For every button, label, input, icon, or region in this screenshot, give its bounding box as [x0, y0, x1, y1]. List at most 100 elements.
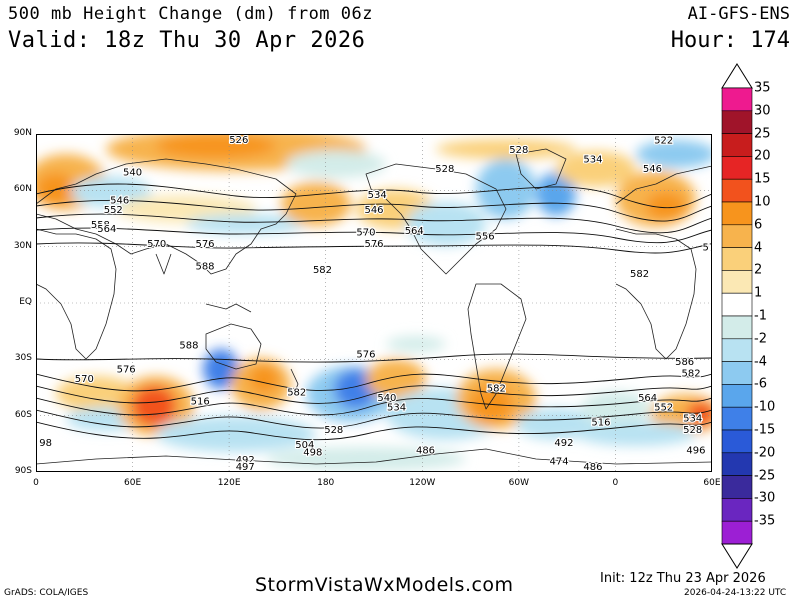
contour-label: 528 [683, 425, 702, 436]
lat-label: 90N [13, 128, 32, 138]
lat-label: 30N [13, 240, 32, 251]
contour-label: 528 [324, 425, 343, 436]
lon-label: 60E [123, 478, 142, 488]
colorbar-level-label: -20 [754, 445, 776, 461]
colorbar-level-label: 35 [754, 80, 771, 96]
contour-label: 582 [682, 368, 701, 379]
colorbar-level-label: -30 [754, 490, 776, 506]
contour-label: 486 [583, 462, 602, 472]
colorbar-swatch [721, 270, 753, 294]
grads-credit: GrADS: COLA/IGES [4, 588, 89, 598]
colorbar-swatch [721, 384, 753, 408]
colorbar-level-label: -1 [754, 308, 767, 324]
forecast-hour: Hour: 174 [670, 28, 790, 53]
colorbar-swatch [721, 338, 753, 362]
timestamp: 2026-04-24-13:22 UTC [684, 588, 787, 598]
contour-label: 582 [487, 384, 506, 395]
height-contours [36, 183, 712, 441]
lat-label: 60S [14, 409, 32, 420]
coastlines [36, 148, 712, 465]
contour-label: 516 [591, 417, 610, 428]
lon-label: 0 [612, 478, 619, 488]
map-frame [36, 134, 712, 472]
contour-label: 98 [39, 438, 52, 449]
colorbar-swatch [721, 361, 753, 385]
contour-label: 534 [683, 414, 702, 425]
colorbar-swatch [721, 201, 753, 226]
colorbar-swatch [721, 452, 753, 476]
map-title: 500 mb Height Change (dm) from 06z [8, 4, 373, 24]
contour-label: 564 [405, 226, 424, 237]
contour-label: 588 [179, 340, 198, 351]
contour-label: 552 [654, 402, 673, 413]
lon-label: 0 [33, 478, 39, 488]
contour-label: 540 [123, 168, 142, 179]
colorbar-level-label: -15 [754, 422, 776, 438]
contour-label: 534 [368, 190, 387, 201]
colorbar-bottom-arrow [721, 543, 753, 569]
contour-label: 576 [117, 365, 136, 376]
contour-label: 546 [110, 196, 129, 207]
contour-label: 586 [675, 357, 694, 368]
colorbar-level-label: 20 [754, 148, 771, 164]
model-name: AI-GFS-ENS [687, 4, 790, 24]
colorbar-level-label: -6 [754, 376, 767, 392]
colorbar-swatch [721, 247, 753, 271]
colorbar-swatch [721, 406, 753, 431]
lat-label: 60N [13, 184, 32, 195]
colorbar-level-label: 15 [754, 171, 771, 187]
contour-label: 570 [356, 228, 375, 239]
contour-label: 588 [195, 261, 214, 272]
contour-label: 582 [630, 269, 649, 280]
colorbar-swatch [721, 224, 753, 248]
contour-label: 558 [91, 220, 110, 231]
colorbar-swatch [721, 475, 753, 499]
contour-label: 534 [387, 402, 406, 413]
colorbar-level-label: 30 [754, 103, 771, 119]
contour-label: 540 [377, 393, 396, 404]
colorbar-level-label: -4 [754, 354, 767, 370]
contour-label: 474 [550, 457, 569, 468]
colorbar-top-arrow [721, 63, 753, 89]
colorbar-level-label: 1 [754, 285, 763, 301]
lon-label: 180 [317, 478, 335, 488]
colorbar-level-label: 25 [754, 126, 771, 142]
colorbar-swatch [721, 178, 753, 203]
colorbar-level-label: -25 [754, 468, 776, 484]
contour-label: 492 [236, 455, 255, 466]
contour-label: 556 [476, 231, 495, 242]
colorbar-swatch [721, 520, 753, 545]
contour-label: 564 [97, 224, 116, 235]
contour-label: 546 [364, 205, 383, 216]
colorbar-level-label: 6 [754, 217, 763, 233]
lon-label: 60W [508, 478, 530, 488]
contour-label: 582 [313, 265, 332, 276]
colorbar-level-label: -2 [754, 331, 767, 347]
colorbar-swatch [721, 429, 753, 454]
contour-label: 534 [583, 154, 602, 165]
contour-label: 496 [686, 445, 705, 456]
contour-label: 492 [554, 438, 573, 449]
lat-label: 90S [14, 466, 32, 476]
contour-label: 564 [638, 393, 657, 404]
colorbar-swatch [721, 133, 753, 157]
lat-label: 30S [14, 353, 32, 364]
contour-label: 526 [229, 135, 248, 146]
colorbar-swatch [721, 87, 753, 112]
contour-label: 528 [509, 145, 528, 156]
contour-label: 576 [356, 350, 375, 361]
brand-url[interactable]: StormVistaWxModels.com [255, 574, 514, 596]
contour-label: 578 [702, 243, 712, 254]
colorbar-level-label: -35 [754, 513, 776, 529]
contour-label: 497 [236, 462, 255, 472]
valid-time: Valid: 18z Thu 30 Apr 2026 [8, 28, 366, 53]
contour-label: 570 [147, 239, 166, 250]
colorbar [721, 63, 753, 569]
contour-label: 498 [303, 447, 322, 458]
colorbar-level-label: 10 [754, 194, 771, 210]
contour-label: 546 [643, 164, 662, 175]
init-time: Init: 12z Thu 23 Apr 2026 [600, 571, 766, 586]
contour-label: 576 [364, 239, 383, 250]
colorbar-swatch [721, 156, 753, 180]
